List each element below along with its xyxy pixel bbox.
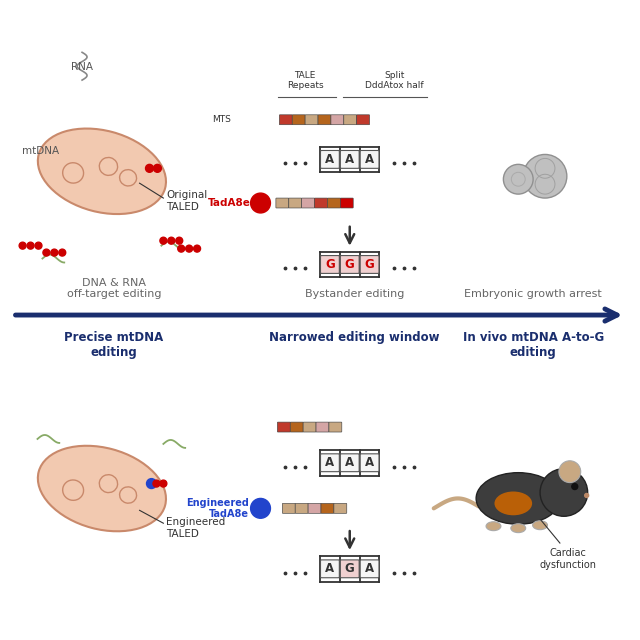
FancyBboxPatch shape: [328, 198, 340, 208]
Circle shape: [186, 245, 193, 252]
FancyBboxPatch shape: [295, 504, 308, 513]
FancyBboxPatch shape: [301, 198, 314, 208]
Circle shape: [147, 479, 156, 488]
Circle shape: [153, 480, 160, 487]
FancyBboxPatch shape: [360, 560, 379, 578]
Text: A: A: [345, 153, 355, 166]
Text: A: A: [325, 456, 335, 469]
FancyBboxPatch shape: [360, 150, 379, 168]
Text: TadA8e: TadA8e: [208, 198, 251, 208]
FancyBboxPatch shape: [292, 115, 305, 125]
Text: TALE
Repeats: TALE Repeats: [287, 70, 323, 90]
Ellipse shape: [38, 129, 166, 214]
FancyBboxPatch shape: [340, 255, 359, 273]
Text: G: G: [325, 258, 335, 271]
FancyBboxPatch shape: [276, 198, 289, 208]
Circle shape: [524, 154, 567, 198]
Circle shape: [160, 480, 167, 487]
Circle shape: [43, 249, 50, 256]
Circle shape: [51, 249, 58, 256]
Circle shape: [194, 245, 200, 252]
Circle shape: [19, 242, 26, 249]
Ellipse shape: [476, 473, 561, 524]
FancyBboxPatch shape: [321, 560, 339, 578]
FancyBboxPatch shape: [321, 454, 339, 472]
Text: G: G: [345, 563, 355, 575]
FancyBboxPatch shape: [291, 422, 303, 432]
Circle shape: [559, 461, 580, 483]
Text: Cardiac
dysfunction: Cardiac dysfunction: [540, 548, 596, 570]
FancyBboxPatch shape: [334, 504, 347, 513]
FancyBboxPatch shape: [360, 255, 379, 273]
Text: Original
TALED: Original TALED: [166, 190, 207, 212]
FancyBboxPatch shape: [340, 150, 359, 168]
FancyBboxPatch shape: [321, 504, 334, 513]
Text: A: A: [365, 456, 374, 469]
Circle shape: [35, 242, 42, 249]
Circle shape: [59, 249, 66, 256]
FancyBboxPatch shape: [340, 198, 353, 208]
FancyBboxPatch shape: [360, 454, 379, 472]
Text: Bystander editing: Bystander editing: [305, 289, 404, 299]
Text: Narrowed editing window: Narrowed editing window: [269, 331, 440, 344]
Ellipse shape: [495, 492, 532, 515]
FancyBboxPatch shape: [340, 454, 359, 472]
Circle shape: [540, 468, 588, 516]
FancyBboxPatch shape: [344, 115, 356, 125]
Text: G: G: [345, 258, 355, 271]
Circle shape: [27, 242, 34, 249]
Circle shape: [160, 237, 167, 244]
Ellipse shape: [511, 524, 525, 532]
Text: A: A: [365, 563, 374, 575]
FancyBboxPatch shape: [277, 422, 291, 432]
Ellipse shape: [38, 446, 166, 531]
FancyBboxPatch shape: [282, 504, 295, 513]
Circle shape: [145, 164, 154, 172]
FancyBboxPatch shape: [308, 504, 321, 513]
FancyBboxPatch shape: [289, 198, 301, 208]
Circle shape: [251, 193, 271, 213]
Circle shape: [572, 484, 578, 490]
FancyBboxPatch shape: [331, 115, 344, 125]
Text: Engineered
TALED: Engineered TALED: [166, 517, 225, 539]
FancyBboxPatch shape: [279, 115, 292, 125]
FancyBboxPatch shape: [303, 422, 316, 432]
FancyBboxPatch shape: [321, 150, 339, 168]
FancyBboxPatch shape: [305, 115, 318, 125]
Text: DNA & RNA
off-target editing: DNA & RNA off-target editing: [67, 278, 161, 299]
Circle shape: [154, 164, 161, 172]
FancyBboxPatch shape: [340, 560, 359, 578]
FancyBboxPatch shape: [316, 422, 329, 432]
Text: G: G: [365, 258, 374, 271]
Circle shape: [178, 245, 185, 252]
Ellipse shape: [532, 521, 547, 530]
Text: Engineered
TadA8e: Engineered TadA8e: [186, 497, 248, 519]
Text: MTS: MTS: [212, 115, 231, 124]
Text: In vivo mtDNA A-to-G
editing: In vivo mtDNA A-to-G editing: [463, 331, 604, 359]
FancyBboxPatch shape: [318, 115, 331, 125]
FancyBboxPatch shape: [321, 255, 339, 273]
Circle shape: [504, 164, 533, 194]
Text: A: A: [325, 153, 335, 166]
Text: Precise mtDNA
editing: Precise mtDNA editing: [64, 331, 163, 359]
Text: mtDNA: mtDNA: [22, 147, 59, 156]
Text: Split
DddAtox half: Split DddAtox half: [365, 70, 424, 90]
FancyBboxPatch shape: [329, 422, 342, 432]
Circle shape: [168, 237, 175, 244]
Circle shape: [585, 493, 589, 497]
Text: Embryonic growth arrest: Embryonic growth arrest: [464, 289, 602, 299]
Text: RNA: RNA: [71, 62, 93, 72]
Text: A: A: [365, 153, 374, 166]
Text: A: A: [345, 456, 355, 469]
Text: A: A: [325, 563, 335, 575]
Circle shape: [176, 237, 182, 244]
Circle shape: [251, 499, 271, 518]
FancyBboxPatch shape: [314, 198, 328, 208]
Ellipse shape: [486, 522, 501, 531]
FancyBboxPatch shape: [356, 115, 369, 125]
